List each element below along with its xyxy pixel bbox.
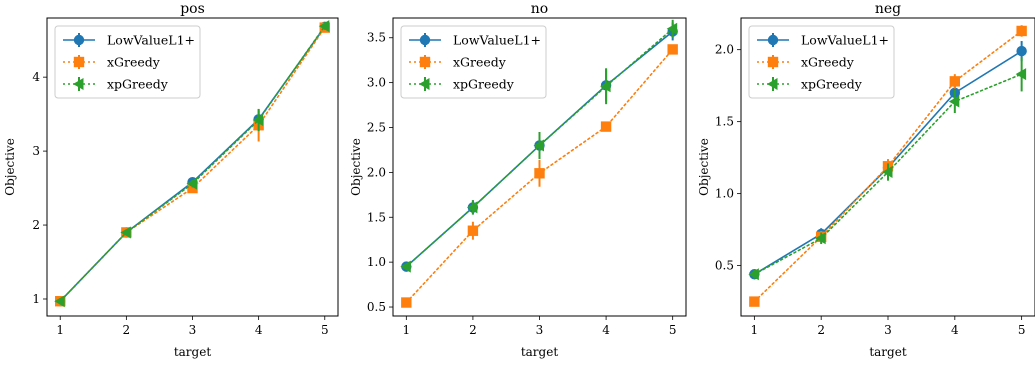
chart-title: pos	[180, 1, 205, 17]
x-axis-label: target	[521, 345, 558, 359]
y-axis-label: Objective	[3, 138, 17, 196]
legend-marker	[420, 57, 430, 67]
x-axis-label: target	[869, 345, 906, 359]
x-tick-label: 5	[1018, 323, 1026, 337]
y-tick-label: 1.5	[715, 115, 734, 129]
legend: LowValueL1+ xGreedy xpGreedy	[55, 26, 200, 98]
legend-label: xGreedy	[107, 55, 161, 70]
y-tick-label: 3.0	[367, 76, 386, 90]
x-tick-label: 3	[189, 323, 197, 337]
x-tick-label: 5	[669, 323, 677, 337]
y-tick-label: 2	[32, 218, 40, 232]
data-point	[1016, 46, 1026, 56]
x-tick-label: 4	[255, 323, 263, 337]
x-tick-label: 1	[751, 323, 759, 337]
panel-neg: neg 1 2 3 4 5 0.5 1.0 1.5 2.0 target Objective LowVa…	[697, 1, 1035, 359]
legend-entry: xpGreedy	[757, 77, 863, 92]
y-tick-label: 0.5	[715, 259, 734, 273]
legend-label: xGreedy	[453, 55, 507, 70]
x-tick-label: 3	[884, 323, 892, 337]
legend-entry: xpGreedy	[63, 77, 169, 92]
data-point	[950, 76, 960, 86]
data-point	[749, 296, 759, 306]
x-tick-label: 4	[602, 323, 610, 337]
y-tick-label: 2.0	[715, 43, 734, 57]
y-tick-label: 4	[32, 70, 40, 84]
legend-marker	[74, 35, 84, 45]
legend-label: xGreedy	[801, 55, 855, 70]
legend-label: LowValueL1+	[801, 33, 889, 48]
legend-marker	[74, 57, 84, 67]
y-tick-label: 3	[32, 144, 40, 158]
x-tick-label: 1	[402, 323, 410, 337]
legend-marker	[768, 57, 778, 67]
legend-label: LowValueL1+	[107, 33, 195, 48]
x-tick-label: 2	[469, 323, 477, 337]
chart-title: no	[531, 1, 548, 17]
x-tick-label: 1	[56, 323, 64, 337]
legend-label: xpGreedy	[801, 77, 863, 92]
legend-marker	[768, 35, 778, 45]
y-tick-label: 3.5	[367, 31, 386, 45]
x-tick-label: 5	[321, 323, 329, 337]
legend: LowValueL1+ xGreedy xpGreedy	[401, 26, 546, 98]
panel-pos: pos 1 2 3 4 5 1 2 3 4 target Objective LowValueL1+ xG…	[3, 1, 338, 359]
x-axis-label: target	[174, 345, 211, 359]
y-tick-label: 2.0	[367, 165, 386, 179]
data-point	[601, 121, 611, 131]
y-tick-label: 0.5	[367, 300, 386, 314]
y-tick-label: 1	[32, 292, 40, 306]
y-tick-label: 1.0	[715, 187, 734, 201]
data-point	[401, 297, 411, 307]
data-point	[468, 226, 478, 236]
data-point	[1016, 26, 1026, 36]
y-tick-label: 1.5	[367, 210, 386, 224]
y-axis-label: Objective	[697, 138, 711, 196]
x-tick-label: 2	[123, 323, 131, 337]
legend-marker	[420, 35, 430, 45]
legend-label: LowValueL1+	[453, 33, 541, 48]
chart-title: neg	[875, 1, 901, 17]
data-point	[534, 168, 544, 178]
legend-label: xpGreedy	[107, 77, 169, 92]
panel-no: no 1 2 3 4 5 0.5 1.0 1.5 2.0 2.5 3.0 3.5 target Object…	[349, 1, 686, 359]
x-tick-label: 4	[951, 323, 959, 337]
y-tick-label: 2.5	[367, 121, 386, 135]
y-axis-label: Objective	[349, 138, 363, 196]
legend-entry: xpGreedy	[409, 77, 515, 92]
y-tick-label: 1.0	[367, 255, 386, 269]
x-tick-label: 2	[817, 323, 825, 337]
data-point	[667, 44, 677, 54]
legend-label: xpGreedy	[453, 77, 515, 92]
x-tick-label: 3	[536, 323, 544, 337]
legend: LowValueL1+ xGreedy xpGreedy	[749, 26, 894, 98]
